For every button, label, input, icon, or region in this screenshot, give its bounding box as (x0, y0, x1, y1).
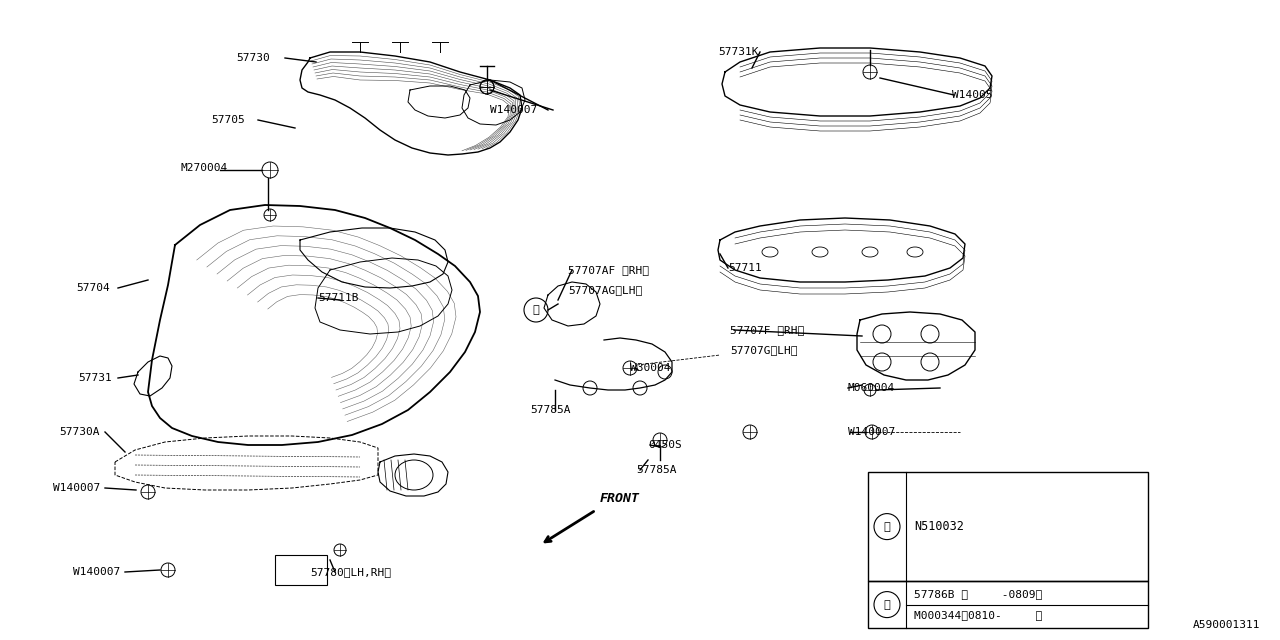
Text: ①: ① (883, 522, 891, 532)
Text: 57707AG〈LH〉: 57707AG〈LH〉 (568, 285, 643, 295)
Text: FRONT: FRONT (600, 492, 640, 505)
Text: 57707G〈LH〉: 57707G〈LH〉 (730, 345, 797, 355)
Text: 57731: 57731 (78, 373, 113, 383)
Text: M060004: M060004 (849, 383, 895, 393)
Text: 57785A: 57785A (636, 465, 677, 475)
Text: 57704: 57704 (77, 283, 110, 293)
Text: 57705: 57705 (211, 115, 244, 125)
Text: 57780〈LH,RH〉: 57780〈LH,RH〉 (310, 567, 390, 577)
Text: 0450S: 0450S (648, 440, 682, 450)
Bar (868, 472, 1148, 581)
Text: W140007: W140007 (52, 483, 100, 493)
Bar (868, 581, 1148, 628)
Text: M000344（0810-     ）: M000344（0810- ） (914, 610, 1042, 620)
Text: 57711: 57711 (728, 263, 762, 273)
Text: 57786B （     -0809）: 57786B （ -0809） (914, 589, 1042, 599)
Text: 57730: 57730 (237, 53, 270, 63)
Text: 57707AF 〈RH〉: 57707AF 〈RH〉 (568, 265, 649, 275)
Text: 57731K: 57731K (718, 47, 759, 57)
Text: W140007: W140007 (849, 427, 895, 437)
Text: ②: ② (883, 600, 891, 609)
Text: N510032: N510032 (914, 520, 964, 533)
Text: 57707F 〈RH〉: 57707F 〈RH〉 (730, 325, 804, 335)
Text: W14005: W14005 (952, 90, 992, 100)
Text: W140007: W140007 (490, 105, 538, 115)
Text: W140007: W140007 (73, 567, 120, 577)
Text: M270004: M270004 (180, 163, 228, 173)
Text: ①: ① (532, 305, 539, 315)
Text: A590001311: A590001311 (1193, 620, 1260, 630)
Text: 57711B: 57711B (317, 293, 358, 303)
Bar (275, 555, 326, 585)
Text: 57785A: 57785A (530, 405, 571, 415)
Text: W30004: W30004 (630, 363, 671, 373)
Text: 57730A: 57730A (59, 427, 100, 437)
